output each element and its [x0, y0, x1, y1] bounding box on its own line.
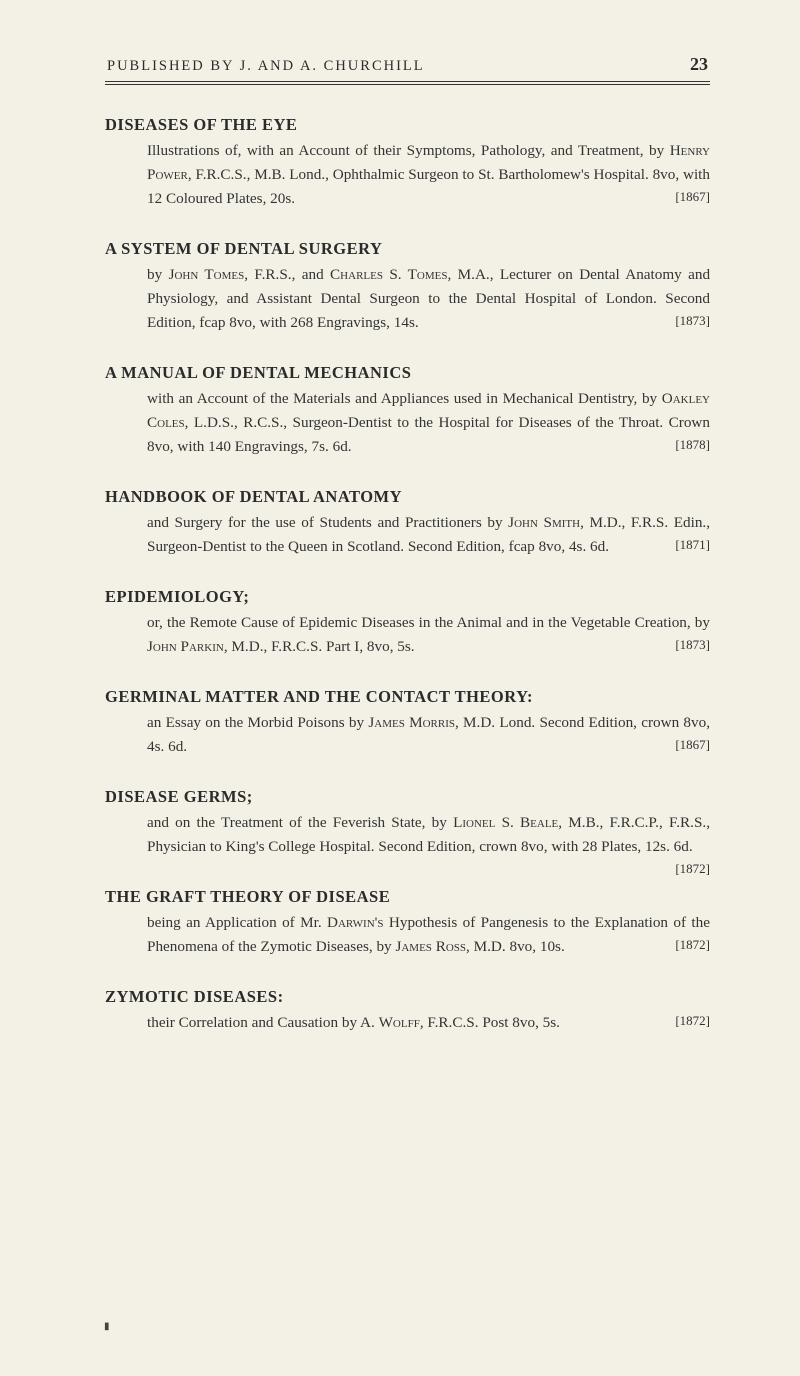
- entry-body: with an Account of the Materials and App…: [105, 387, 710, 459]
- entry-year: [1867]: [675, 735, 710, 756]
- rule-top: [105, 81, 710, 82]
- entry-title: A SYSTEM OF DENTAL SURGERY: [105, 239, 710, 259]
- entry: THE GRAFT THEORY OF DISEASE being an Appl…: [105, 887, 710, 959]
- entry-year: [1867]: [675, 187, 710, 208]
- entry: DISEASES OF THE EYE Illustrations of, wit…: [105, 115, 710, 211]
- sheet-marker: ▮: [104, 1321, 110, 1332]
- entry-title: GERMINAL MATTER AND THE CONTACT THEORY:: [105, 687, 710, 707]
- entry-title: DISEASES OF THE EYE: [105, 115, 710, 135]
- entry-title: HANDBOOK OF DENTAL ANATOMY: [105, 487, 710, 507]
- entry-year: [1873]: [675, 311, 710, 332]
- entry-year: [1878]: [675, 435, 710, 456]
- entry-body: or, the Remote Cause of Epidemic Disease…: [105, 611, 710, 659]
- entry-year: [1871]: [675, 535, 710, 556]
- entry-body: Illustrations of, with an Account of the…: [105, 139, 710, 211]
- entry-year: [1872]: [675, 1011, 710, 1032]
- entry-year: [1873]: [675, 635, 710, 656]
- entry-year: [1872]: [675, 935, 710, 956]
- entry-title: A MANUAL OF DENTAL MECHANICS: [105, 363, 710, 383]
- entry: DISEASE GERMS; and on the Treatment of th…: [105, 787, 710, 859]
- entry: EPIDEMIOLOGY; or, the Remote Cause of Epi…: [105, 587, 710, 659]
- entries-list: DISEASES OF THE EYE Illustrations of, wit…: [105, 115, 710, 1035]
- entry: HANDBOOK OF DENTAL ANATOMY and Surgery fo…: [105, 487, 710, 559]
- rule-bottom: [105, 84, 710, 85]
- entry-title: EPIDEMIOLOGY;: [105, 587, 710, 607]
- entry-title: ZYMOTIC DISEASES:: [105, 987, 710, 1007]
- entry: A MANUAL OF DENTAL MECHANICS with an Acco…: [105, 363, 710, 459]
- header-title: PUBLISHED BY J. AND A. CHURCHILL: [107, 58, 425, 75]
- entry-body: their Correlation and Causation by A. Wo…: [105, 1011, 710, 1035]
- entry-body: and on the Treatment of the Feverish Sta…: [105, 811, 710, 859]
- entry: ZYMOTIC DISEASES: their Correlation and C…: [105, 987, 710, 1035]
- entry-body: an Essay on the Morbid Poisons by James …: [105, 711, 710, 759]
- page-number: 23: [690, 54, 708, 75]
- entry-body: being an Application of Mr. Darwin's Hyp…: [105, 911, 710, 959]
- running-header: PUBLISHED BY J. AND A. CHURCHILL 23: [105, 54, 710, 81]
- entry-body: by John Tomes, F.R.S., and Charles S. To…: [105, 263, 710, 335]
- entry: A SYSTEM OF DENTAL SURGERY by John Tomes,…: [105, 239, 710, 335]
- entry-body: and Surgery for the use of Students and …: [105, 511, 710, 559]
- entry-year: [1872]: [675, 859, 710, 880]
- entry: GERMINAL MATTER AND THE CONTACT THEORY: a…: [105, 687, 710, 759]
- entry-title: THE GRAFT THEORY OF DISEASE: [105, 887, 710, 907]
- entry-title: DISEASE GERMS;: [105, 787, 710, 807]
